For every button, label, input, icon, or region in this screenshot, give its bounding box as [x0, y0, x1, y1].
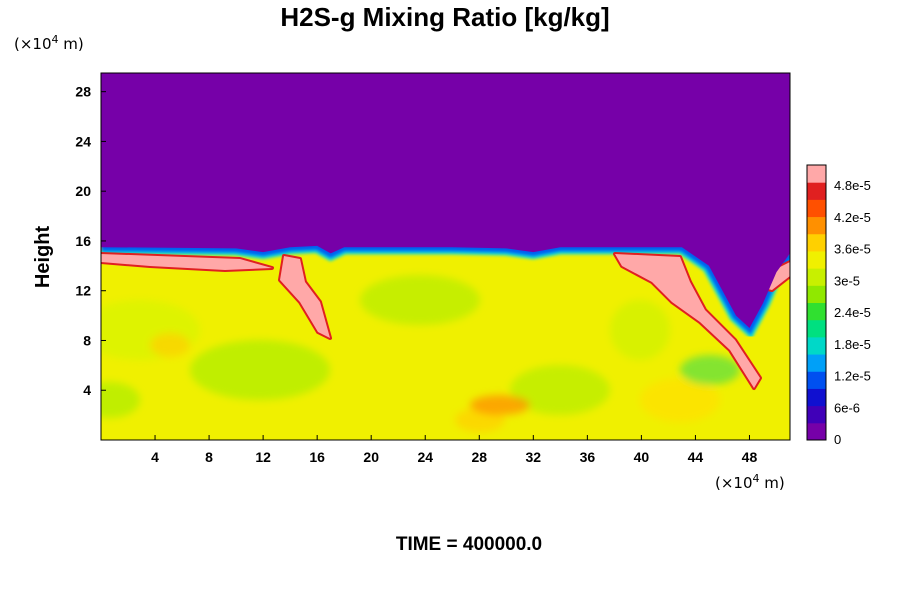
- colorbar: 0 6e-6 1.2e-5 1.8e-5 2.4e-5 3e-5 3.6e-5 4.2e-5 4…: [806, 164, 871, 447]
- colorbar-tick-label: 4.2e-5: [834, 210, 871, 225]
- x-tick-label: 24: [417, 449, 433, 465]
- colorbar-swatch: [807, 285, 826, 303]
- colorbar-swatch: [807, 371, 826, 389]
- colorbar-swatch: [807, 319, 826, 338]
- colorbar-tick-label: 1.2e-5: [834, 369, 871, 384]
- x-axis-ticks: 4 8 12 16 20 24 28 32 36 40 44 48: [151, 435, 757, 465]
- colorbar-swatch: [807, 302, 826, 321]
- y-tick-label: 12: [75, 283, 91, 299]
- x-tick-label: 48: [742, 449, 758, 465]
- colorbar-swatch: [807, 216, 826, 235]
- colorbar-swatch: [807, 233, 826, 252]
- plot-frame: [100, 72, 791, 441]
- colorbar-swatch: [807, 354, 826, 372]
- x-tick-label: 4: [151, 449, 159, 465]
- colorbar-tick-label: 1.8e-5: [834, 337, 871, 352]
- colorbar-tick-label: 0: [834, 432, 841, 447]
- colorbar-tick-label: 6e-6: [834, 400, 860, 415]
- colorbar-tick-label: 2.4e-5: [834, 305, 871, 320]
- x-tick-label: 36: [580, 449, 596, 465]
- y-tick-label: 8: [83, 332, 91, 348]
- plot-area: [100, 72, 791, 441]
- chart-title: H2S-g Mixing Ratio [kg/kg]: [280, 2, 609, 32]
- colorbar-swatch: [807, 422, 826, 441]
- colorbar-swatch: [807, 182, 826, 200]
- upper-layer: [101, 73, 790, 328]
- y-axis-label: Height: [32, 226, 54, 289]
- colorbar-swatch: [807, 336, 826, 355]
- x-tick-label: 40: [634, 449, 650, 465]
- colorbar-swatch: [807, 199, 826, 218]
- x-tick-label: 44: [688, 449, 704, 465]
- colorbar-tick-label: 3e-5: [834, 273, 860, 288]
- time-label: TIME = 400000.0: [396, 534, 542, 555]
- x-tick-label: 16: [309, 449, 325, 465]
- colorbar-swatch: [807, 165, 826, 183]
- y-tick-label: 24: [75, 133, 91, 149]
- colorbar-tick-label: 3.6e-5: [834, 242, 871, 257]
- colorbar-tick-label: 4.8e-5: [834, 178, 871, 193]
- x-tick-label: 12: [255, 449, 271, 465]
- colorbar-swatch: [807, 405, 826, 424]
- y-axis-unit: (×104 m): [14, 33, 84, 53]
- x-tick-label: 32: [526, 449, 542, 465]
- y-axis-ticks: 4 8 12 16 20 24 28: [75, 84, 106, 398]
- field-texture: [101, 275, 740, 432]
- colorbar-swatch: [807, 268, 826, 286]
- x-axis-unit: (×104 m): [715, 472, 785, 492]
- x-tick-label: 8: [205, 449, 213, 465]
- y-tick-label: 20: [75, 183, 91, 199]
- y-tick-label: 16: [75, 233, 91, 249]
- colorbar-swatch: [807, 388, 826, 407]
- x-tick-label: 20: [363, 449, 379, 465]
- y-tick-label: 4: [83, 382, 91, 398]
- colorbar-frame: [806, 164, 827, 441]
- colorbar-swatch: [807, 250, 826, 269]
- y-tick-label: 28: [75, 84, 91, 100]
- x-tick-label: 28: [471, 449, 487, 465]
